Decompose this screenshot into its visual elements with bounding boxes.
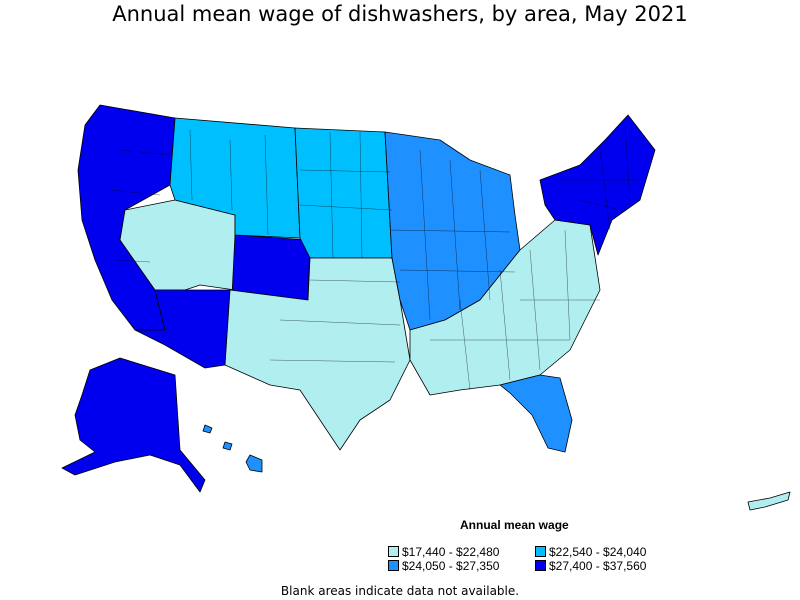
region-puerto-rico (747, 491, 791, 511)
region-northeast (539, 114, 656, 256)
legend-swatch-4 (535, 560, 546, 571)
legend-label-3: $24,050 - $27,350 (402, 559, 500, 573)
region-florida (499, 374, 573, 453)
region-southeast (409, 219, 601, 396)
region-hawaii (202, 424, 263, 473)
legend-swatch-3 (388, 560, 399, 571)
legend-label-4: $27,400 - $37,560 (549, 559, 647, 573)
region-plains (294, 127, 393, 259)
legend-item-4: $27,400 - $37,560 (535, 559, 646, 573)
region-colorado (231, 234, 311, 301)
legend-item-2: $22,540 - $24,040 (535, 545, 646, 559)
map-title: Annual mean wage of dishwashers, by area… (112, 2, 688, 26)
legend-item-3: $24,050 - $27,350 (388, 559, 499, 573)
region-alaska (61, 357, 206, 493)
legend-swatch-1 (388, 546, 399, 557)
footnote: Blank areas indicate data not available. (280, 584, 520, 598)
legend-item-1: $17,440 - $22,480 (388, 545, 499, 559)
legend-label-1: $17,440 - $22,480 (402, 545, 500, 559)
area-boundaries (109, 124, 640, 391)
legend-title: Annual mean wage (460, 518, 569, 532)
region-south-central (224, 257, 411, 451)
region-arizona-new-mexico (134, 289, 231, 369)
legend-swatch-2 (535, 546, 546, 557)
legend-label-2: $22,540 - $24,040 (549, 545, 647, 559)
